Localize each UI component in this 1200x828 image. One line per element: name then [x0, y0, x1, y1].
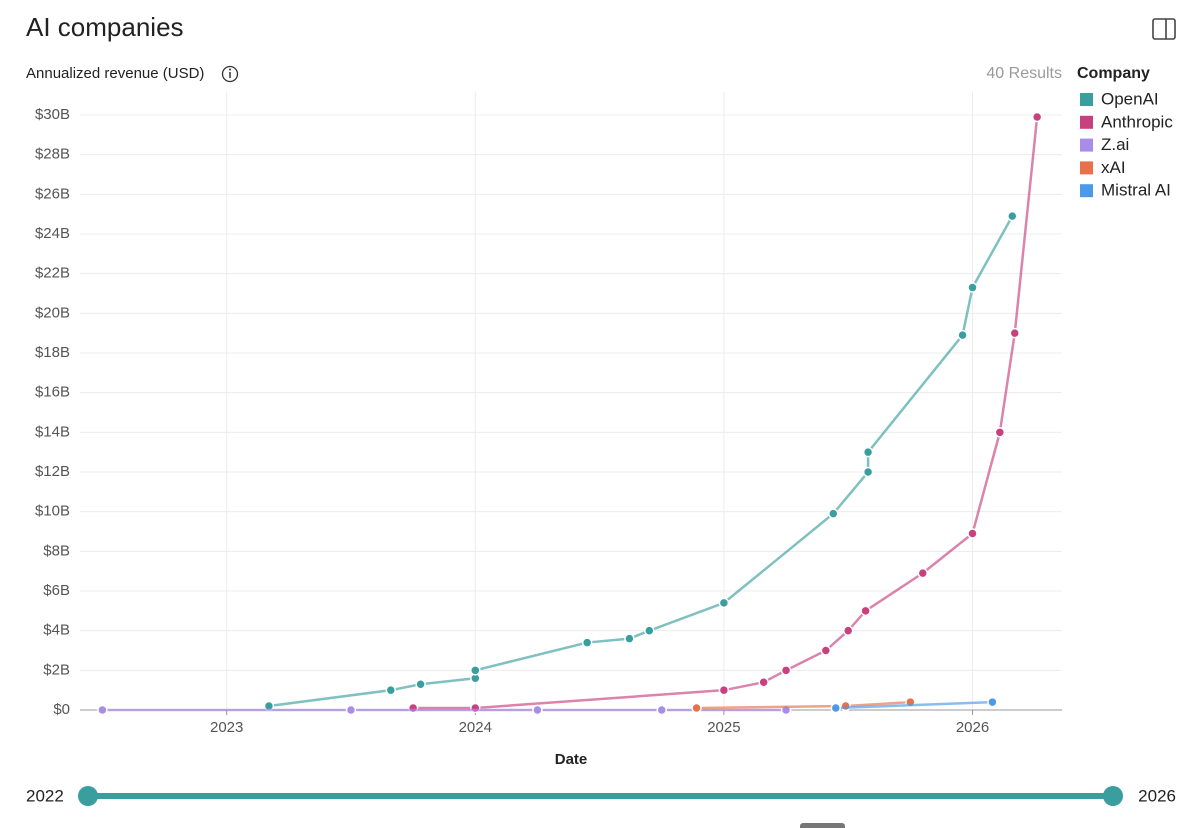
info-icon[interactable] — [221, 65, 239, 83]
legend-label: xAI — [1101, 158, 1126, 177]
y-tick-label: $20B — [35, 304, 70, 321]
data-point — [1009, 327, 1021, 339]
data-point — [967, 282, 978, 293]
series-line — [268, 215, 1014, 708]
y-tick-label: $2B — [43, 661, 70, 678]
data-point — [532, 704, 543, 716]
y-tick-label: $6B — [43, 582, 70, 599]
data-point — [860, 605, 871, 617]
y-tick-label: $4B — [43, 622, 70, 639]
chart-title: AI companies — [26, 12, 184, 42]
legend-label: Anthropic — [1101, 112, 1173, 131]
legend-label: OpenAI — [1101, 89, 1159, 108]
data-point — [415, 678, 426, 690]
data-point — [828, 508, 839, 519]
legend-label: Z.ai — [1101, 135, 1129, 154]
y-tick-label: $12B — [35, 463, 70, 480]
data-point — [987, 696, 998, 708]
panel-toggle[interactable] — [1152, 18, 1176, 40]
data-point — [1031, 111, 1043, 123]
y-tick-label: $26B — [35, 185, 70, 202]
data-point — [957, 329, 968, 341]
legend-swatch — [1080, 93, 1093, 106]
data-point — [994, 427, 1006, 438]
data-point — [840, 700, 851, 712]
x-tick-label: 2024 — [459, 719, 492, 736]
data-point — [967, 528, 978, 539]
data-point — [862, 446, 874, 458]
legend-title: Company — [1077, 65, 1150, 82]
x-tick-label: 2026 — [956, 719, 989, 736]
y-tick-label: $24B — [35, 225, 70, 242]
y-tick-label: $0 — [53, 701, 70, 718]
data-point — [691, 702, 702, 714]
y-tick-label: $18B — [35, 344, 70, 361]
slider-max-label: 2026 — [1138, 786, 1176, 805]
y-tick-label: $22B — [35, 265, 70, 282]
y-tick-label: $10B — [35, 503, 70, 520]
results-count: 40 Results — [986, 65, 1062, 82]
y-tick-label: $16B — [35, 384, 70, 401]
y-axis-label: Annualized revenue (USD) — [26, 65, 204, 82]
data-point — [1007, 210, 1018, 222]
data-point — [862, 466, 874, 478]
legend-swatch — [1080, 184, 1093, 198]
series-line — [413, 116, 1039, 710]
x-axis-label: Date — [555, 751, 588, 768]
x-tick-label: 2023 — [210, 719, 243, 736]
legend-swatch — [1080, 115, 1093, 129]
legend-label: Mistral AI — [1101, 181, 1171, 200]
y-tick-label: $8B — [43, 542, 70, 559]
data-point — [470, 665, 481, 676]
data-point — [718, 597, 730, 609]
bottom-tab — [800, 823, 845, 828]
slider-min-label: 2022 — [26, 786, 64, 805]
data-point — [718, 684, 730, 696]
legend-swatch — [1080, 161, 1093, 175]
data-point — [345, 704, 357, 716]
slider-handle[interactable] — [78, 786, 98, 806]
legend-swatch — [1080, 138, 1093, 152]
data-point — [758, 676, 769, 688]
series-line — [835, 700, 993, 710]
data-point — [385, 684, 397, 696]
y-tick-label: $30B — [35, 106, 70, 123]
data-point — [830, 702, 842, 714]
data-point — [820, 645, 832, 656]
data-point — [97, 704, 108, 716]
y-tick-label: $28B — [35, 146, 70, 163]
data-point — [917, 567, 929, 579]
slider-handle[interactable] — [1103, 786, 1123, 806]
data-point — [644, 625, 655, 636]
data-point — [624, 633, 635, 644]
data-point — [581, 637, 593, 648]
y-tick-label: $14B — [35, 423, 70, 440]
x-tick-label: 2025 — [707, 719, 740, 736]
data-point — [780, 665, 792, 676]
data-point — [842, 625, 854, 636]
data-point — [656, 704, 667, 716]
